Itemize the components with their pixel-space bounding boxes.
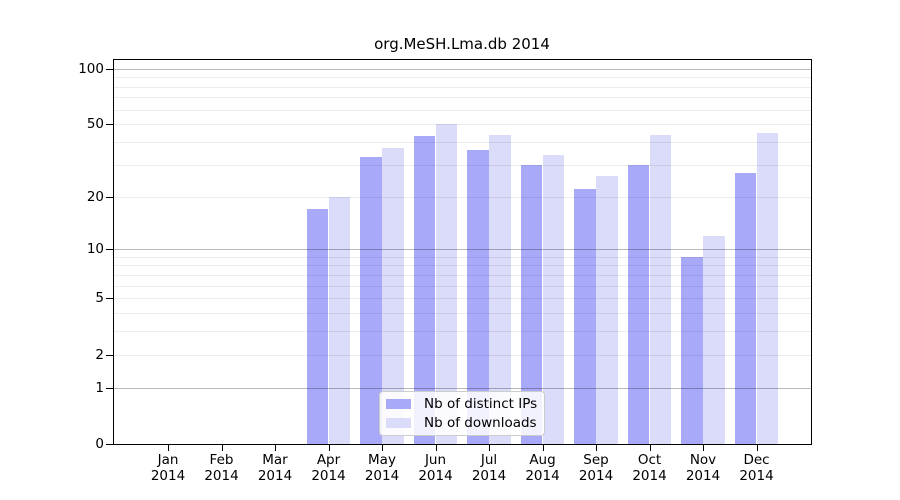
legend-label-downloads: Nb of downloads [424,414,537,431]
x-tick-label-may: May 2014 [364,452,400,484]
x-tick-oct [649,445,651,451]
y-tick-label-50: 50 [86,116,104,133]
x-tick-jan [168,445,169,451]
gridline-7 [114,274,811,276]
x-tick-jul [489,445,490,451]
bars-layer [114,60,811,444]
gridline-8 [114,265,811,267]
bar-ips-sep [574,189,596,444]
plot-area [113,59,812,445]
bar-downloads-sep [596,176,618,444]
x-tick-label-dec: Dec 2014 [739,452,774,484]
gridline-60 [114,109,811,111]
x-tick-label-jan: Jan 2014 [150,452,186,484]
grid-layer [114,60,811,444]
x-tick-sep [596,445,597,451]
bar-downloads-oct [649,134,672,444]
legend-row-downloads: Nb of downloads [386,414,537,431]
gridline-5 [114,298,811,300]
x-tick-label-jun: Jun 2014 [418,452,453,484]
bar-downloads-apr [328,196,351,444]
bar-ips-oct [627,164,650,444]
x-tick-label-mar: Mar 2014 [257,452,293,484]
gridline-30 [114,164,811,166]
x-tick-aug [542,445,544,451]
y-tick-100 [106,68,113,70]
gridline-20 [114,196,811,198]
x-tick-label-sep: Sep 2014 [578,452,614,484]
y-tick-20 [106,196,113,198]
y-tick-2 [106,354,113,356]
bar-downloads-aug [542,155,565,444]
y-tick-5 [106,298,113,300]
y-tick-50 [106,124,113,126]
bar-ips-dec [734,173,757,444]
x-tick-label-feb: Feb 2014 [204,452,239,484]
legend-row-distinct-ips: Nb of distinct IPs [386,396,538,413]
bar-ips-jun [413,136,436,444]
gridline-70 [114,97,811,99]
x-tick-feb [221,445,223,451]
gridline-10 [114,249,811,251]
x-tick-dec [756,445,758,451]
x-tick-label-nov: Nov 2014 [685,452,721,484]
x-tick-jun [435,445,437,451]
x-tick-mar [275,445,276,451]
y-tick-10 [106,249,113,251]
gridline-80 [114,86,811,88]
gridline-9 [114,256,811,258]
bar-downloads-jul [489,134,511,444]
legend-swatch-distinct-ips [386,399,411,410]
y-tick-label-5: 5 [95,290,104,307]
bar-downloads-dec [756,132,779,444]
y-tick-label-10: 10 [86,241,104,258]
x-tick-nov [703,445,704,451]
x-tick-apr [328,445,330,451]
bar-ips-nov [681,256,703,444]
gridline-4 [114,313,811,315]
gridline-2 [114,354,811,356]
legend: Nb of distinct IPs Nb of downloads [379,391,545,436]
bar-ips-may [360,157,382,444]
x-tick-may [382,445,383,451]
bar-ips-jul [467,150,489,444]
y-tick-label-0: 0 [95,436,104,452]
y-tick-1 [106,387,113,389]
bar-downloads-nov [703,235,725,444]
gridline-40 [114,142,811,144]
gridline-90 [114,77,811,79]
x-tick-label-apr: Apr 2014 [311,452,346,484]
gridline-100 [114,68,811,70]
bar-downloads-jun [435,124,458,444]
bar-downloads-may [382,148,404,444]
y-tick-label-100: 100 [78,60,104,77]
x-tick-label-aug: Aug 2014 [525,452,560,484]
y-tick-label-1: 1 [95,379,104,396]
gridline-6 [114,285,811,287]
x-tick-label-oct: Oct 2014 [632,452,667,484]
gridline-3 [114,331,811,333]
y-tick-label-20: 20 [86,188,104,205]
chart-title: org.MeSH.Lma.db 2014 [374,35,550,53]
gridline-1 [114,387,811,389]
y-tick-label-2: 2 [95,346,104,363]
x-tick-label-jul: Jul 2014 [471,452,507,484]
bar-ips-apr [306,209,329,444]
legend-swatch-downloads [386,417,411,428]
gridline-50 [114,124,811,126]
legend-label-distinct-ips: Nb of distinct IPs [424,396,538,413]
y-tick-0 [106,444,113,445]
bar-ips-aug [520,164,543,444]
